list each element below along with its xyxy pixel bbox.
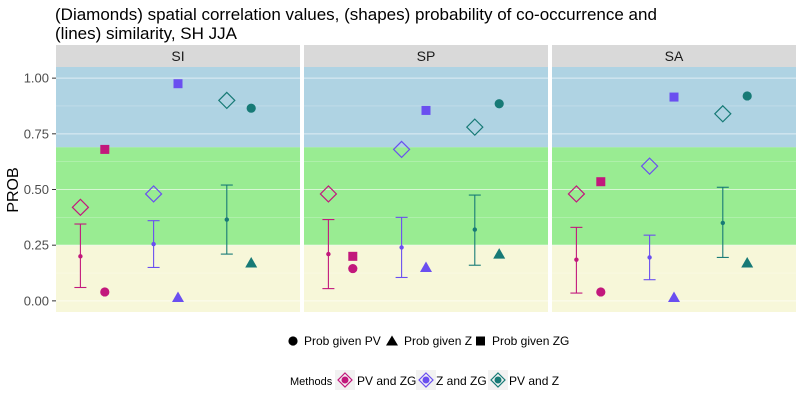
correlation-diamond-pv-and-zg	[71, 198, 90, 217]
prob-given-pv-point	[742, 91, 752, 101]
y-axis-title: PROB	[5, 167, 22, 212]
legend-title-methods: Methods	[290, 376, 333, 388]
prob-given-z-point	[741, 257, 754, 268]
y-axis: 0.00 0.25 0.50 0.75 1.00	[24, 71, 56, 308]
errorbar-mean-point	[224, 217, 229, 222]
legend-diamond-pv-and-zg-icon	[337, 372, 353, 388]
legend-label-prob-given-zg: Prob given ZG	[492, 334, 569, 348]
errorbar-mean-point	[574, 257, 579, 262]
y-tick-label: 0.25	[24, 238, 49, 253]
correlation-diamond-pv-and-z	[217, 91, 236, 110]
errorbar-mean-point	[151, 241, 156, 247]
probability-band-1	[56, 147, 300, 246]
correlation-diamond-pv-and-z	[713, 104, 732, 123]
correlation-diamond-pv-and-z	[465, 118, 484, 136]
chart-title-line-2: (lines) similarity, SH JJA	[55, 24, 238, 43]
legend-diamond-pv-and-z-icon	[490, 372, 506, 388]
legend-diamond-z-and-zg-icon	[418, 372, 434, 388]
correlation-diamond-z-and-zg	[392, 140, 411, 159]
panel-sp: SP	[304, 45, 548, 312]
legend-dot-pv-and-zg-icon	[341, 376, 349, 384]
prob-given-zg-point	[421, 105, 431, 115]
strip-label-si: SI	[171, 48, 184, 64]
correlation-diamond-z-and-zg	[144, 185, 163, 203]
strip-label-sa: SA	[665, 48, 684, 64]
shape-legend: Prob given PV Prob given Z Prob given ZG	[288, 334, 569, 348]
strip-label-sp: SP	[417, 48, 436, 64]
prob-given-z-point	[245, 257, 258, 268]
legend-circle-icon	[288, 336, 298, 346]
prob-given-zg-point	[100, 144, 110, 154]
y-tick-label: 0.75	[24, 126, 49, 141]
legend-dot-z-and-zg-icon	[422, 376, 430, 384]
correlation-diamond-pv-and-zg	[319, 185, 338, 203]
errorbar-mean-point	[647, 255, 652, 260]
errorbar-mean-point	[326, 251, 331, 257]
errorbar-mean-point	[472, 227, 477, 232]
prob-given-pv-point	[494, 99, 504, 109]
errorbar-mean-point	[78, 254, 83, 259]
prob-given-zg-point	[173, 79, 183, 89]
prob-given-z-point	[172, 291, 184, 303]
prob-given-z-point	[420, 261, 432, 272]
strip-background	[56, 45, 300, 67]
y-tick-label: 1.00	[24, 71, 49, 86]
legend-square-icon	[476, 336, 485, 346]
panel-si: SI	[56, 45, 300, 312]
prob-given-zg-point	[348, 251, 358, 261]
probability-band-2	[552, 67, 796, 148]
errorbar-mean-point	[399, 245, 404, 250]
prob-given-z-point	[668, 291, 680, 303]
errorbar-mean-point	[720, 220, 725, 226]
prob-given-pv-point	[246, 103, 256, 113]
legend-triangle-icon	[386, 335, 398, 346]
probability-band-1	[552, 147, 796, 246]
prob-given-zg-point	[669, 92, 679, 102]
strip-background	[304, 45, 548, 67]
panel-sa: SA	[552, 45, 796, 312]
prob-given-pv-point	[596, 287, 606, 297]
probability-band-0	[304, 245, 548, 312]
legend-label-z-and-zg: Z and ZG	[436, 374, 487, 388]
prob-given-zg-point	[596, 177, 606, 187]
y-tick-label: 0.00	[24, 293, 49, 308]
y-tick-label: 0.50	[24, 182, 49, 197]
legend-label-pv-and-zg: PV and ZG	[357, 374, 416, 388]
prob-given-z-point	[493, 248, 506, 259]
legend-label-prob-given-pv: Prob given PV	[304, 334, 381, 348]
correlation-diamond-z-and-zg	[640, 157, 659, 175]
correlation-diamond-pv-and-zg	[567, 185, 586, 203]
probability-band-1	[304, 147, 548, 246]
legend-dot-pv-and-z-icon	[494, 376, 502, 384]
prob-given-pv-point	[348, 263, 358, 274]
methods-legend: Methods PV and ZG Z and ZG PV and Z	[290, 370, 559, 390]
chart-title-line-1: (Diamonds) spatial correlation values, (…	[55, 5, 657, 24]
probability-band-2	[56, 67, 300, 148]
prob-given-pv-point	[100, 287, 110, 297]
legend-label-pv-and-z: PV and Z	[509, 374, 559, 388]
legend-label-prob-given-z: Prob given Z	[404, 334, 472, 348]
strip-background	[552, 45, 796, 67]
panels-layer: SI SP SA	[56, 45, 796, 312]
